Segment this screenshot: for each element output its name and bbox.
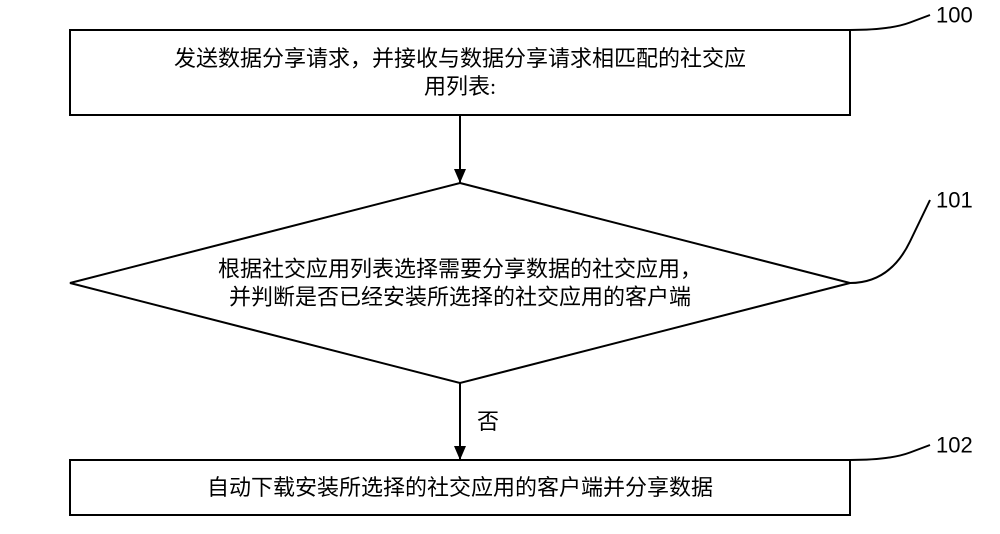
step-100-text-line2: 用列表: bbox=[424, 74, 496, 99]
step-102-text: 自动下载安装所选择的社交应用的客户端并分享数据 bbox=[207, 475, 713, 500]
leader-100 bbox=[850, 15, 930, 30]
step-101-text-line1: 根据社交应用列表选择需要分享数据的社交应用， bbox=[218, 257, 702, 282]
arrow-100-to-101-head bbox=[454, 169, 466, 183]
step-100-text-line1: 发送数据分享请求，并接收与数据分享请求相匹配的社交应 bbox=[174, 46, 746, 71]
step-number-100: 100 bbox=[936, 3, 973, 28]
step-101-diamond bbox=[70, 183, 850, 383]
flowchart-diagram: 发送数据分享请求，并接收与数据分享请求相匹配的社交应用列表: 根据社交应用列表选择… bbox=[0, 0, 1000, 534]
step-number-102: 102 bbox=[936, 433, 973, 458]
leader-102 bbox=[850, 445, 930, 460]
edge-label-no: 否 bbox=[477, 409, 499, 434]
step-number-101: 101 bbox=[936, 188, 973, 213]
arrow-101-to-102-head bbox=[454, 446, 466, 460]
step-100-box bbox=[70, 30, 850, 115]
leader-101 bbox=[850, 200, 930, 283]
step-101-text-line2: 并判断是否已经安装所选择的社交应用的客户端 bbox=[229, 285, 691, 310]
